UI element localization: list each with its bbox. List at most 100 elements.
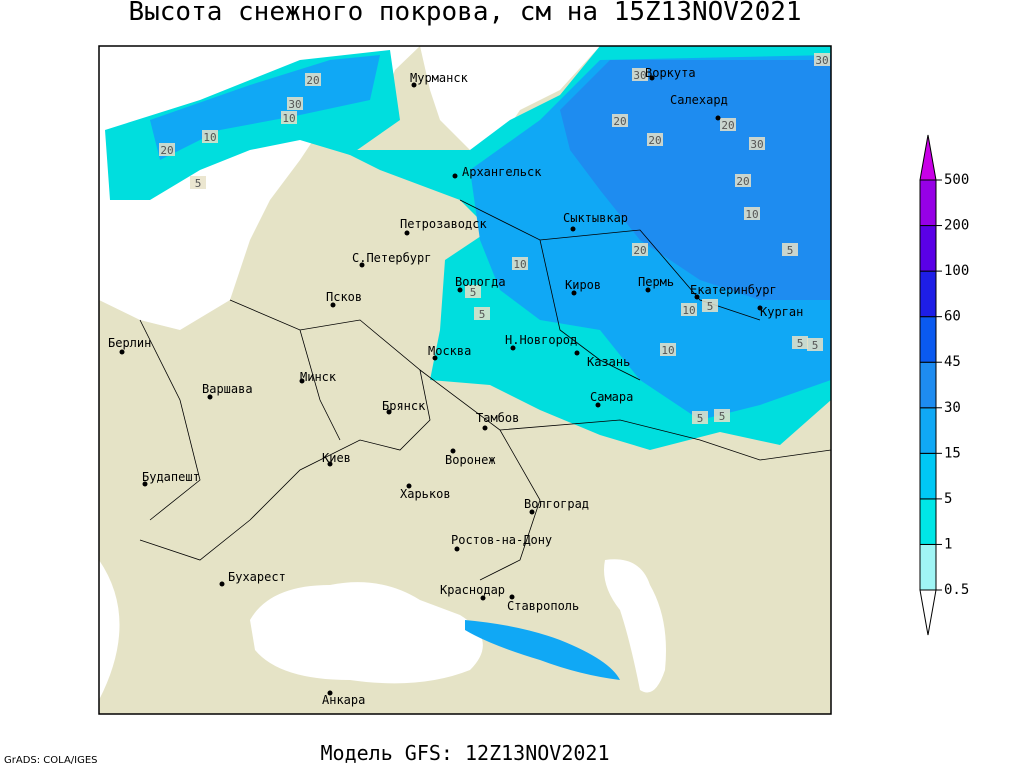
- colorbar-segment: [919, 361, 937, 409]
- city-label: Самара: [590, 390, 633, 404]
- contour-label-box: [647, 133, 663, 146]
- city-dot: [595, 402, 601, 408]
- city-dot: [327, 461, 333, 467]
- contour-label-box: [202, 130, 218, 143]
- city-dot: [327, 690, 333, 696]
- city-label: Бухарест: [228, 570, 286, 584]
- contour-label-box: [714, 409, 730, 422]
- city-label: Брянск: [382, 399, 426, 413]
- city-dot: [330, 302, 336, 308]
- city-label: Ростов-на-Дону: [451, 533, 552, 547]
- city-dot: [574, 350, 580, 356]
- city-dot: [715, 115, 721, 121]
- contour-label-box: [720, 118, 736, 131]
- contour-label-box: [749, 137, 765, 150]
- colorbar-label: 60: [944, 309, 961, 325]
- city-label: Архангельск: [462, 165, 542, 179]
- city-label: Волгоград: [524, 497, 589, 511]
- contour-label: 20: [721, 119, 734, 132]
- city-dot: [406, 483, 412, 489]
- colorbar-label: 5: [944, 491, 952, 507]
- city-label: Минск: [300, 370, 337, 384]
- contour-label: 20: [613, 115, 626, 128]
- city-label: Харьков: [400, 487, 451, 501]
- city-dot: [529, 509, 535, 515]
- contour-label: 10: [282, 112, 295, 125]
- city-label: Краснодар: [440, 583, 505, 597]
- colorbar-label: 45: [944, 354, 961, 370]
- colorbar-segment: [919, 498, 937, 545]
- city-dot: [649, 75, 655, 81]
- contour-label-box: [474, 307, 490, 320]
- contour-label-box: [792, 336, 808, 349]
- contour-label-box: [632, 243, 648, 256]
- city-dot: [452, 173, 458, 179]
- contour-label: 10: [682, 304, 695, 317]
- contour-label-box: [660, 343, 676, 356]
- map-frame: [98, 45, 832, 715]
- city-label: Анкара: [322, 693, 365, 707]
- contour-label-box: [190, 176, 206, 189]
- city-dot: [219, 581, 225, 587]
- city-dot: [571, 290, 577, 296]
- colorbar-segment: [919, 316, 937, 363]
- contour-label-box: [612, 114, 628, 127]
- colorbar-label: 30: [944, 400, 961, 416]
- contour-label: 5: [812, 339, 819, 352]
- city-label: Сыктывкар: [563, 211, 628, 225]
- colorbar-label: 0.5: [944, 582, 969, 598]
- contour-label-box: [735, 174, 751, 187]
- contour-label: 5: [195, 177, 202, 190]
- contour-label-box: [281, 111, 297, 124]
- contour-label-box: [814, 53, 830, 66]
- colorbar-segment: [919, 270, 937, 318]
- contour-label: 30: [633, 69, 646, 82]
- city-label: Салехард: [670, 93, 728, 107]
- city-label: С.Петербург: [352, 251, 431, 265]
- contour-label: 20: [306, 74, 319, 87]
- city-dot: [386, 409, 392, 415]
- city-label: Казань: [587, 355, 630, 369]
- colorbar-segment: [919, 452, 937, 500]
- city-dot: [411, 82, 417, 88]
- city-label: Киев: [322, 451, 351, 465]
- city-label: Тамбов: [476, 411, 519, 425]
- contour-label: 5: [787, 244, 794, 257]
- city-label: Воронеж: [445, 453, 496, 467]
- city-dot: [482, 425, 488, 431]
- city-dot: [570, 226, 576, 232]
- city-dot: [299, 378, 305, 384]
- city-label: Псков: [326, 290, 362, 304]
- city-label: Варшава: [202, 382, 253, 396]
- contour-label-box: [465, 285, 481, 298]
- city-dot: [757, 305, 763, 311]
- colorbar-segment: [919, 179, 937, 227]
- borders: [139, 199, 832, 581]
- colorbar-segment: [919, 543, 937, 591]
- city-label: Н.Новгород: [505, 333, 577, 347]
- city-dot: [510, 345, 516, 351]
- colorbar-label: 500: [944, 172, 969, 188]
- credit: GrADS: COLA/IGES: [4, 755, 98, 766]
- city-label: Курган: [760, 305, 803, 319]
- city-dot: [432, 355, 438, 361]
- city-dot: [480, 595, 486, 601]
- contour-label: 5: [470, 286, 477, 299]
- city-label: Москва: [428, 344, 471, 358]
- colorbar-label: 15: [944, 445, 961, 461]
- contour-label: 5: [797, 337, 804, 350]
- city-dot: [645, 287, 651, 293]
- sea-norwegian: [99, 46, 380, 140]
- contour-label-box: [681, 303, 697, 316]
- black-sea: [250, 582, 483, 684]
- contour-label-box: [702, 299, 718, 312]
- city-label: Берлин: [108, 336, 151, 350]
- contour-label: 5: [719, 410, 726, 423]
- city-label: Воркута: [645, 66, 696, 80]
- city-label: Ставрополь: [507, 599, 579, 613]
- contour-label: 20: [633, 244, 646, 257]
- contour-label-box: [632, 68, 648, 81]
- colorbar-high: [919, 134, 937, 181]
- city-dot: [454, 546, 460, 552]
- city-dot: [509, 594, 515, 600]
